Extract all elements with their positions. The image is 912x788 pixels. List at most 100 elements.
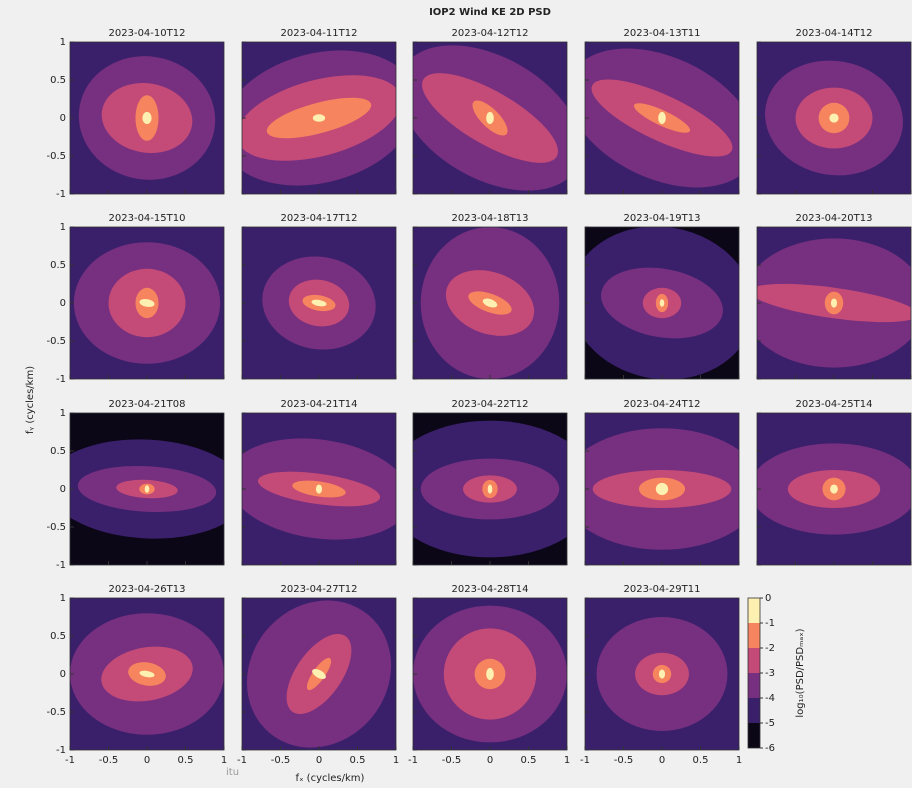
panel — [413, 42, 567, 194]
y-tick-label: -0.5 — [46, 336, 66, 347]
panel-title: 2023-04-25T14 — [796, 399, 873, 410]
panel — [242, 413, 396, 565]
y-tick-label: -1 — [56, 560, 66, 571]
y-tick-label: 1 — [60, 222, 66, 233]
x-tick-label: 0.5 — [178, 755, 194, 766]
panel-title: 2023-04-22T12 — [452, 399, 529, 410]
contour-region — [486, 111, 494, 125]
contour-region — [658, 669, 666, 679]
colorbar-band — [748, 598, 760, 623]
panel-title: 2023-04-12T12 — [452, 28, 529, 39]
x-tick-label: 1 — [736, 755, 742, 766]
panel-title: 2023-04-18T13 — [452, 213, 529, 224]
x-tick-label: 1 — [221, 755, 227, 766]
x-tick-label: 0 — [144, 755, 150, 766]
panel — [757, 413, 911, 565]
panel — [757, 42, 911, 194]
x-tick-label: 1 — [393, 755, 399, 766]
y-tick-label: -0.5 — [46, 707, 66, 718]
y-tick-label: 0 — [60, 484, 66, 495]
x-tick-label: -0.5 — [442, 755, 462, 766]
panel — [242, 42, 396, 194]
contour-region — [315, 484, 323, 494]
panel-title: 2023-04-17T12 — [281, 213, 358, 224]
colorbar-tick-label: 0 — [765, 593, 771, 604]
colorbar-tick-label: -6 — [765, 743, 775, 754]
y-tick-label: 0.5 — [50, 446, 66, 457]
contour-region — [658, 111, 666, 125]
panel-title: 2023-04-20T13 — [796, 213, 873, 224]
x-axis-label: fₓ (cycles/km) — [296, 773, 365, 784]
y-tick-label: 0.5 — [50, 631, 66, 642]
panel — [242, 598, 396, 750]
contour-region — [830, 484, 838, 494]
panel-title: 2023-04-13T11 — [624, 28, 701, 39]
y-tick-label: 0 — [60, 113, 66, 124]
contour-region — [139, 670, 155, 678]
x-tick-label: -1 — [580, 755, 590, 766]
y-tick-label: 1 — [60, 37, 66, 48]
x-tick-label: -1 — [65, 755, 75, 766]
panel-title: 2023-04-21T14 — [281, 399, 358, 410]
panel-title: 2023-04-27T12 — [281, 584, 358, 595]
y-tick-label: 0 — [60, 669, 66, 680]
colorbar-tick-label: -2 — [765, 643, 775, 654]
y-tick-label: -1 — [56, 745, 66, 756]
contour-region — [312, 114, 326, 122]
x-tick-label: -1 — [408, 755, 418, 766]
panel — [585, 598, 739, 750]
panel — [413, 598, 567, 750]
figure-title: IOP2 Wind KE 2D PSD — [429, 7, 551, 18]
x-tick-label: 0 — [659, 755, 665, 766]
colorbar-band — [748, 648, 760, 673]
x-tick-label: -0.5 — [99, 755, 119, 766]
panel — [757, 227, 911, 379]
panel-title: 2023-04-24T12 — [624, 399, 701, 410]
contour-region — [486, 667, 494, 681]
colorbar-band — [748, 723, 760, 748]
panel — [585, 227, 739, 379]
panel-title: 2023-04-26T13 — [109, 584, 186, 595]
panel — [242, 227, 396, 379]
panel-title: 2023-04-21T08 — [109, 399, 186, 410]
panel — [70, 227, 224, 379]
y-tick-label: 0.5 — [50, 260, 66, 271]
contour-region — [659, 299, 665, 307]
contour-region — [312, 668, 326, 680]
panel — [413, 413, 567, 565]
colorbar-band — [748, 698, 760, 723]
panel-title: 2023-04-29T11 — [624, 584, 701, 595]
x-tick-label: 0.5 — [350, 755, 366, 766]
x-tick-label: 1 — [564, 755, 570, 766]
panel — [413, 227, 567, 379]
panel-title: 2023-04-14T12 — [796, 28, 873, 39]
colorbar-band — [748, 673, 760, 698]
contour-region — [829, 113, 839, 123]
colorbar-tick-label: -3 — [765, 668, 775, 679]
x-tick-label: 0.5 — [693, 755, 709, 766]
panel — [70, 42, 224, 194]
panel — [585, 413, 739, 565]
contour-region — [139, 298, 155, 308]
contour-region — [830, 298, 838, 308]
x-tick-label: 0 — [316, 755, 322, 766]
colorbar-tick-label: -5 — [765, 718, 775, 729]
y-axis-label: fᵧ (cycles/km) — [25, 366, 36, 434]
y-tick-label: -1 — [56, 189, 66, 200]
colorbar-band — [748, 623, 760, 648]
y-tick-label: -0.5 — [46, 522, 66, 533]
x-tick-label: 0.5 — [521, 755, 537, 766]
x-tick-label: -1 — [237, 755, 247, 766]
panel — [70, 413, 224, 565]
contour-region — [482, 298, 498, 308]
watermark: itu — [226, 767, 239, 778]
x-tick-label: 0 — [487, 755, 493, 766]
contour-region — [142, 111, 152, 125]
y-tick-label: 1 — [60, 593, 66, 604]
contour-region — [144, 485, 150, 493]
x-tick-label: -0.5 — [271, 755, 291, 766]
panel-title: 2023-04-10T12 — [109, 28, 186, 39]
colorbar-label: log₁₀(PSD/PSDₘₐₓ) — [795, 628, 806, 717]
